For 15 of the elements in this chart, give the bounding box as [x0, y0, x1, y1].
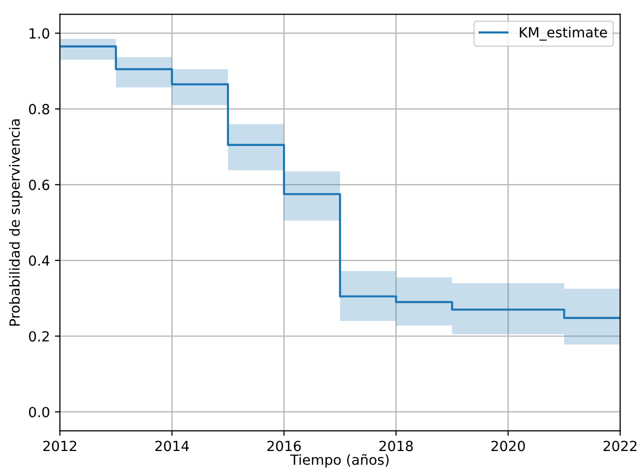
y-tick-label: 0.6	[29, 180, 50, 190]
x-tick-label: 2016	[267, 440, 301, 452]
y-tick-label: 1.0	[30, 28, 50, 39]
y-tick-label: 0.8	[29, 104, 50, 114]
x-tick-label: 2018	[379, 440, 413, 452]
x-axis-title: Tiempo (años)	[290, 454, 389, 468]
x-tick-label: 2022	[604, 440, 636, 452]
y-tick-label: 0.0	[29, 406, 50, 418]
x-tick-label: 2020	[491, 440, 525, 452]
y-axis-title: Probabilidad de supervivencia	[9, 119, 23, 326]
y-tick-label: 0.4	[29, 255, 50, 266]
legend-label: KM_estimate	[520, 26, 607, 41]
y-tick-label: 0.2	[29, 331, 49, 342]
x-tick-label: 2014	[155, 440, 189, 452]
x-tick-label: 2012	[43, 440, 76, 452]
